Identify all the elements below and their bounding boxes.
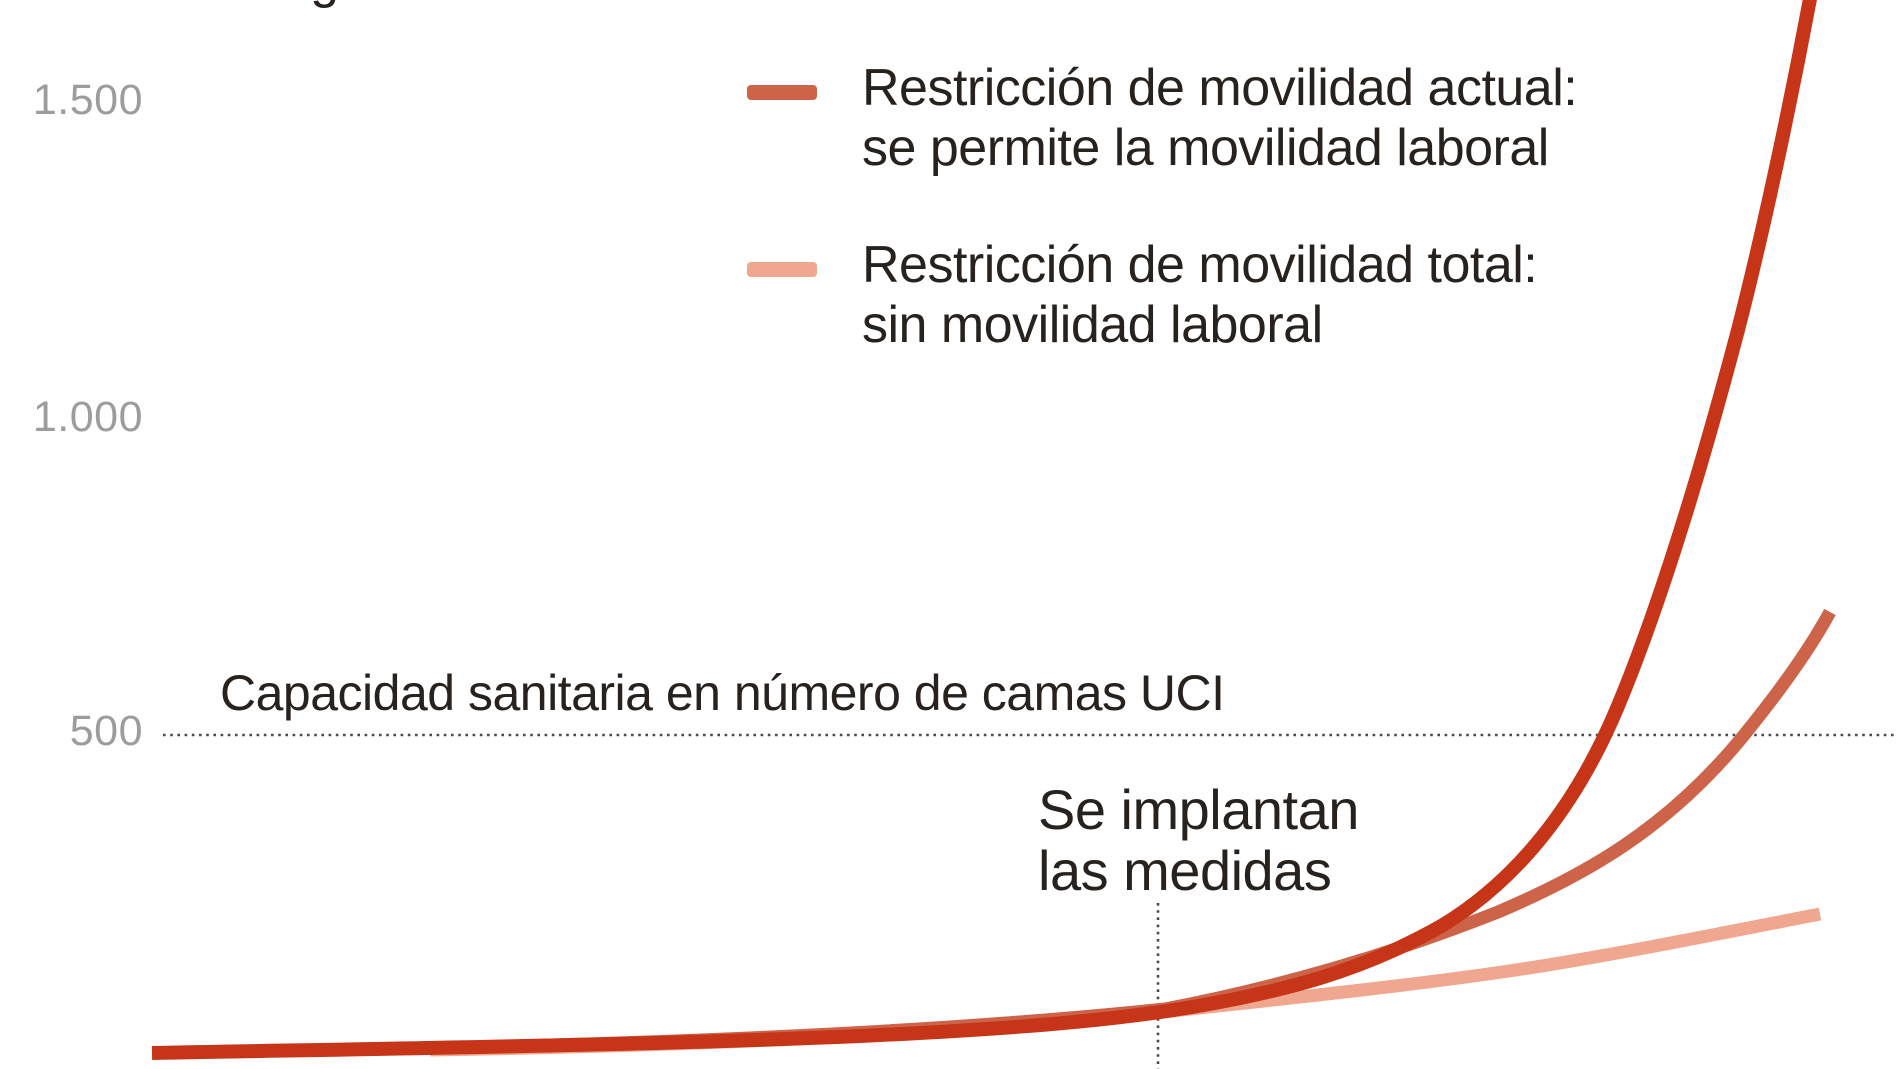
series-total-restriction-line <box>429 907 1822 1057</box>
legend-swatch-total-restriction <box>747 262 817 277</box>
y-tick-500: 500 <box>69 707 143 755</box>
legend-item-current-restriction: Restricción de movilidad actual: se perm… <box>862 58 1578 178</box>
legend-item-total-restriction: Restricción de movilidad total: sin movi… <box>862 235 1538 355</box>
y-tick-1000: 1.000 <box>32 393 143 441</box>
legend-label-line: sin movilidad laboral <box>862 296 1323 354</box>
legend-label-line: Restricción de movilidad actual: <box>862 59 1578 117</box>
chart-title-clipped: Pacientes ingresados en UCI <box>33 0 694 10</box>
series-no-restriction-line <box>151 0 1817 1060</box>
intervention-annotation: Se implantan las medidas <box>1038 779 1359 901</box>
legend-swatch-current-restriction <box>747 85 817 100</box>
legend-item-no-restriction-clipped: Sin restricciones de movilidad <box>862 0 1535 10</box>
annotation-line: Se implantan <box>1038 778 1359 841</box>
y-tick-1500: 1.500 <box>32 76 143 124</box>
capacity-line-label: Capacidad sanitaria en número de camas U… <box>220 665 1225 721</box>
annotation-line: las medidas <box>1038 839 1332 902</box>
legend-label-line: Restricción de movilidad total: <box>862 236 1538 294</box>
legend-label-line: se permite la movilidad laboral <box>862 119 1549 177</box>
